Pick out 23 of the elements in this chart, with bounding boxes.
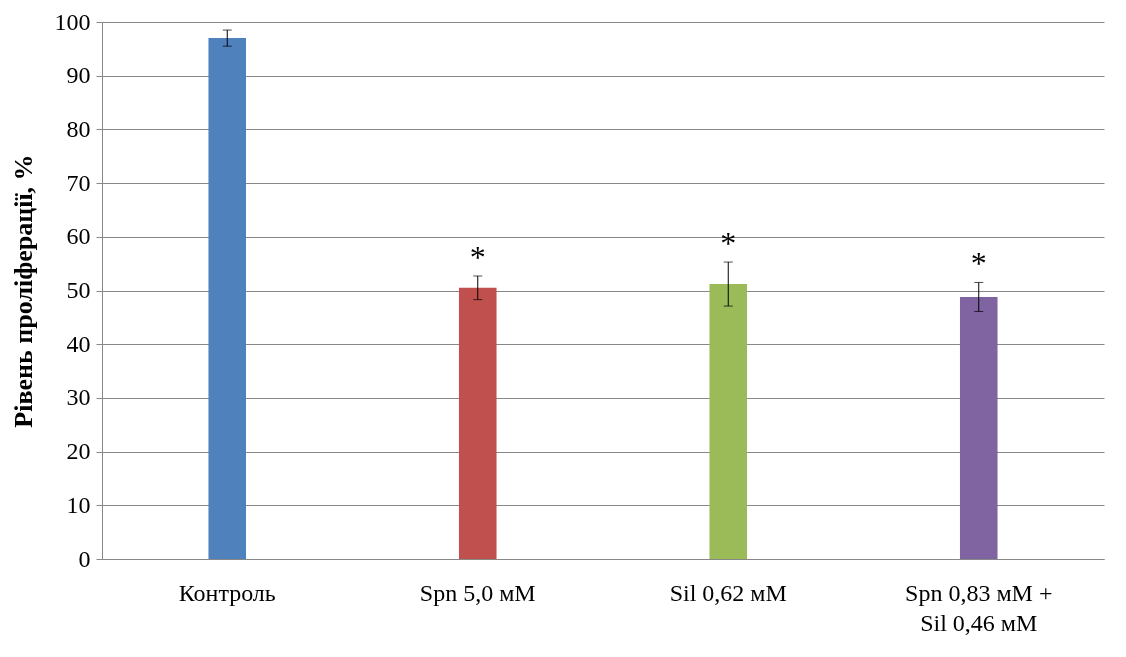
y-tick-label: 100 (54, 8, 91, 35)
x-tick-label: Sil 0,62 мМ (669, 579, 787, 606)
x-tick-label: Spn 5,0 мМ (419, 579, 536, 606)
y-tick-label: 20 (66, 438, 91, 465)
y-axis-title: Рівень проліферації, % (8, 154, 38, 428)
annotation: * (469, 239, 486, 275)
y-tick-label: 70 (66, 169, 91, 196)
bar (458, 287, 497, 559)
y-tick-label: 50 (66, 277, 91, 303)
y-tick-label: 30 (66, 384, 91, 411)
y-tick-label: 10 (66, 491, 91, 518)
x-tick-label: Spn 0,83 мМ + Sil 0,46 мМ (905, 579, 1053, 636)
bar (959, 296, 998, 559)
bar (709, 284, 748, 559)
annotation: * (970, 245, 987, 282)
y-tick-label: 60 (66, 223, 91, 250)
y-tick-label: 80 (66, 115, 91, 142)
y-tick-label: 90 (66, 62, 91, 89)
annotation: * (720, 225, 737, 262)
bar (208, 38, 247, 559)
x-tick-label: Контроль (178, 579, 276, 606)
y-tick-label: 40 (66, 330, 91, 357)
y-tick-label: 0 (78, 545, 91, 572)
